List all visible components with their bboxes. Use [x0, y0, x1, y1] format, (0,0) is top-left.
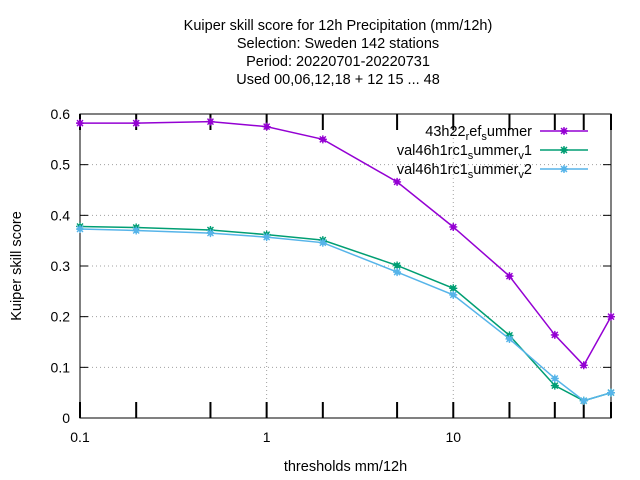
- series-1: [76, 117, 615, 370]
- grid: [80, 114, 611, 418]
- series-line: [79, 225, 612, 402]
- data-point: [262, 122, 271, 131]
- y-tick-label: 0.6: [51, 106, 71, 122]
- chart-title: Kuiper skill score for 12h Precipitation…: [184, 18, 493, 88]
- y-tick-label: 0.2: [51, 309, 71, 325]
- data-point: [550, 381, 559, 390]
- data-point: [393, 261, 402, 270]
- data-point: [132, 226, 141, 235]
- data-point: [449, 284, 458, 293]
- data-point: [262, 233, 271, 242]
- data-point: [505, 272, 514, 281]
- y-tick-label: 0.5: [51, 157, 71, 173]
- data-point: [206, 117, 215, 126]
- data-point: [206, 229, 215, 238]
- data-point: [449, 222, 458, 231]
- title-line: Kuiper skill score for 12h Precipitation…: [184, 18, 493, 34]
- title-line: Selection: Sweden 142 stations: [237, 36, 439, 52]
- title-line: Used 00,06,12,18 + 12 15 ... 48: [236, 72, 440, 88]
- legend-item: val46h1rc1summerv1: [397, 143, 588, 162]
- y-tick-label: 0.3: [51, 258, 71, 274]
- data-point: [318, 238, 327, 247]
- data-point: [560, 127, 568, 135]
- series-line: [79, 228, 612, 402]
- data-point: [550, 374, 559, 383]
- data-point: [393, 177, 402, 186]
- series-2: [76, 222, 615, 405]
- data-point: [607, 312, 615, 321]
- data-point: [76, 225, 84, 234]
- x-tick-label: 0.1: [70, 429, 90, 445]
- data-point: [550, 330, 559, 339]
- y-tick-label: 0.4: [51, 207, 71, 223]
- plot-frame: [79, 113, 612, 419]
- x-axis-label: thresholds mm/12h: [284, 459, 407, 475]
- data-point: [505, 334, 514, 343]
- legend-item: val46h1rc1summerv2: [397, 162, 588, 181]
- x-tick-label: 1: [263, 429, 271, 445]
- data-point: [132, 119, 141, 128]
- x-tick-label: 10: [445, 429, 461, 445]
- legend-label: val46h1rc1summerv2: [397, 162, 532, 181]
- data-point: [607, 388, 615, 397]
- data-point: [579, 396, 588, 405]
- y-tick-label: 0: [62, 410, 70, 426]
- data-point: [393, 268, 402, 277]
- series-3: [76, 225, 615, 405]
- legend-item: 43h22refsummer: [425, 124, 588, 143]
- series-layer: [76, 117, 615, 405]
- y-tick-label: 0.1: [51, 359, 71, 375]
- y-axis-label: Kuiper skill score: [9, 211, 25, 321]
- legend-label: val46h1rc1summerv1: [397, 143, 532, 162]
- legend: 43h22refsummerval46h1rc1summerv1val46h1r…: [397, 124, 588, 181]
- data-point: [560, 165, 568, 173]
- data-point: [318, 135, 327, 144]
- y-axis-ticks: 0 0.1 0.2 0.3 0.4 0.5 0.6: [51, 106, 611, 426]
- data-point: [579, 361, 588, 370]
- legend-label: 43h22refsummer: [425, 124, 532, 143]
- data-point: [76, 119, 84, 128]
- data-point: [449, 290, 458, 299]
- title-line: Period: 20220701-20220731: [246, 54, 430, 70]
- data-point: [560, 146, 568, 154]
